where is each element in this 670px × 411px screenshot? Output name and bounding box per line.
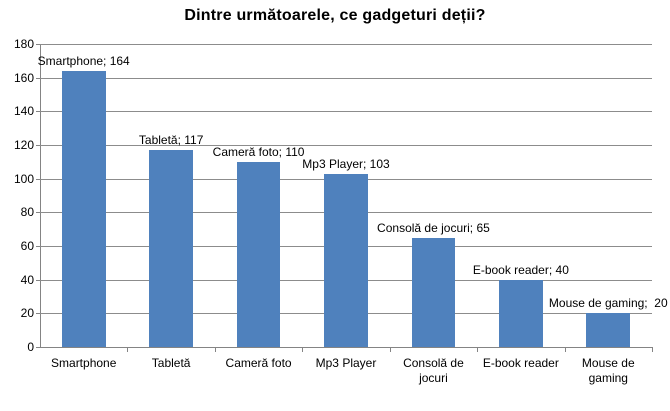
gridline	[40, 145, 652, 146]
data-label: Smartphone; 164	[37, 53, 130, 68]
chart-title: Dintre următoarele, ce gadgeturi deții?	[184, 7, 486, 24]
bar	[61, 70, 106, 347]
y-axis-tick-label: 20	[20, 306, 34, 321]
bar	[411, 237, 456, 347]
x-axis-tick	[214, 348, 216, 352]
bar	[149, 150, 193, 347]
bar	[586, 313, 631, 347]
data-label: Mp3 Player; 103	[302, 156, 390, 171]
y-axis-tick	[36, 347, 40, 348]
gridline	[40, 44, 652, 45]
bar	[499, 279, 543, 347]
data-label: Tabletă; 117	[138, 133, 204, 148]
y-axis-tick	[36, 44, 40, 45]
x-axis-tick	[652, 348, 653, 352]
gridline	[40, 77, 652, 79]
y-axis-tick-label: 60	[20, 239, 34, 253]
y-axis-tick	[36, 178, 40, 180]
y-axis-tick	[36, 279, 40, 281]
x-axis-category-label: Mouse de gaming	[581, 356, 635, 385]
y-axis-tick	[36, 111, 40, 113]
x-axis-category-label: Smartphone	[51, 356, 117, 370]
bar	[236, 161, 281, 347]
y-axis-tick	[36, 77, 40, 79]
y-axis-tick-label: 0	[27, 340, 34, 354]
y-axis-tick-label: 120	[13, 138, 34, 152]
x-axis-category-label: E-book reader	[482, 356, 559, 370]
data-label: E-book reader; 40	[472, 262, 569, 277]
gridline	[40, 111, 652, 113]
y-axis-tick-label: 180	[13, 37, 34, 51]
y-axis-tick	[36, 212, 40, 214]
data-label: Mouse de gaming; 20	[548, 296, 668, 311]
y-axis-tick-label: 100	[13, 171, 34, 186]
x-axis-category-label: Cameră foto	[225, 356, 292, 370]
x-axis-tick	[477, 348, 479, 352]
x-axis-tick	[127, 348, 129, 352]
data-label: Consolă de jocuri; 65	[377, 220, 490, 235]
x-axis-category-label: Mp3 Player	[315, 356, 377, 370]
y-axis-tick	[36, 313, 40, 315]
data-label: Cameră foto; 110	[212, 144, 305, 159]
y-axis-tick-label: 140	[13, 104, 34, 119]
x-axis-tick	[389, 348, 391, 352]
bar	[324, 173, 368, 347]
x-axis-category-label: Consolă de jocuri	[403, 356, 464, 385]
x-axis-category-label: Tabletă	[151, 356, 191, 370]
x-axis-tick	[302, 348, 304, 352]
y-axis-tick-label: 40	[20, 272, 34, 287]
y-axis-tick-label: 160	[13, 70, 34, 85]
y-axis-tick-label: 80	[20, 205, 34, 220]
plot-area	[40, 44, 653, 348]
x-axis-tick	[564, 348, 566, 352]
y-axis-tick	[36, 145, 40, 146]
y-axis-tick	[36, 246, 40, 247]
